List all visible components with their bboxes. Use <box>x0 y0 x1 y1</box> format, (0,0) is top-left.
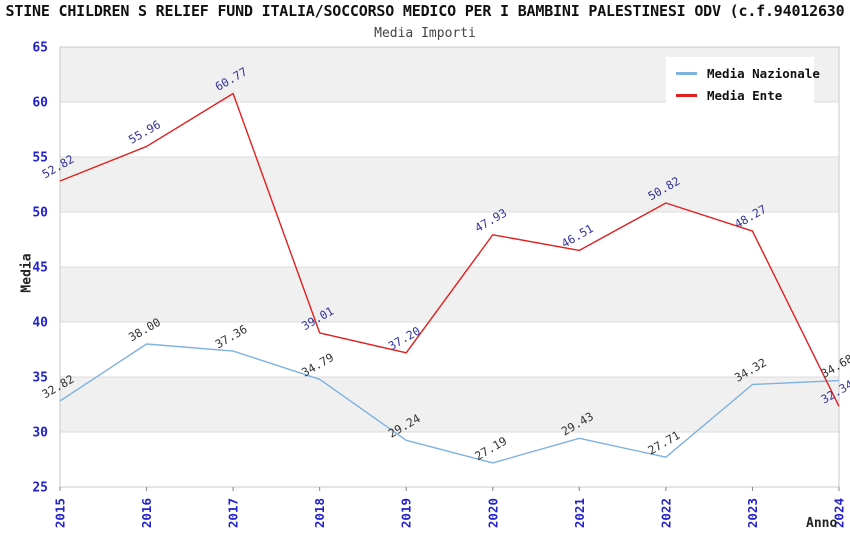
media-ente-line-swatch-icon <box>676 93 697 97</box>
point-label: 34.79 <box>299 350 336 379</box>
point-label: 27.19 <box>472 434 509 463</box>
point-label: 55.96 <box>126 117 163 146</box>
x-tick-label: 2018 <box>312 498 327 528</box>
x-tick-label: 2021 <box>572 498 587 528</box>
legend-item-media-nazionale: Media Nazionale <box>676 62 820 84</box>
x-tick-label: 2022 <box>658 498 673 528</box>
x-axis-label: Anno <box>806 516 838 531</box>
x-tick-label: 2015 <box>53 498 68 528</box>
plot-band <box>60 377 839 432</box>
chart-title: STINE CHILDREN S RELIEF FUND ITALIA/SOCC… <box>0 2 850 22</box>
chart-title-text: STINE CHILDREN S RELIEF FUND ITALIA/SOCC… <box>5 2 845 20</box>
point-label: 37.36 <box>213 322 250 351</box>
chart-subtitle: Media Importi <box>374 26 476 41</box>
x-tick-label: 2023 <box>745 498 760 528</box>
x-tick-label: 2019 <box>399 498 414 528</box>
media-nazionale-line-swatch-icon <box>676 71 697 75</box>
y-axis-label: Media <box>19 253 35 293</box>
legend: Media Nazionale Media Ente <box>666 57 820 111</box>
y-tick-label: 35 <box>32 371 48 386</box>
x-tick-label: 2016 <box>139 498 154 528</box>
y-tick-label: 55 <box>32 151 48 166</box>
y-tick-label: 65 <box>32 41 48 56</box>
x-tick-label: 2020 <box>485 498 500 528</box>
plot-border <box>59 46 840 488</box>
y-tick-label: 45 <box>32 261 48 276</box>
y-tick-label: 50 <box>32 206 48 221</box>
y-tick-label: 25 <box>32 481 48 496</box>
x-tick-label: 2024 <box>832 498 847 528</box>
legend-item-media-ente: Media Ente <box>676 84 806 106</box>
point-label: 34.68 <box>819 351 850 380</box>
series-line-media-ente <box>59 92 840 407</box>
x-tick-label: 2017 <box>226 498 241 528</box>
y-tick-label: 60 <box>32 96 48 111</box>
point-label: 46.51 <box>559 221 596 250</box>
legend-item-label: Media Nazionale <box>707 65 820 81</box>
series-line-media-nazionale <box>59 343 840 464</box>
point-label: 37.20 <box>386 324 423 353</box>
plot-band <box>60 157 839 212</box>
y-tick-label: 40 <box>32 316 48 331</box>
legend-item-label: Media Ente <box>707 87 783 103</box>
y-tick-label: 30 <box>32 426 48 441</box>
